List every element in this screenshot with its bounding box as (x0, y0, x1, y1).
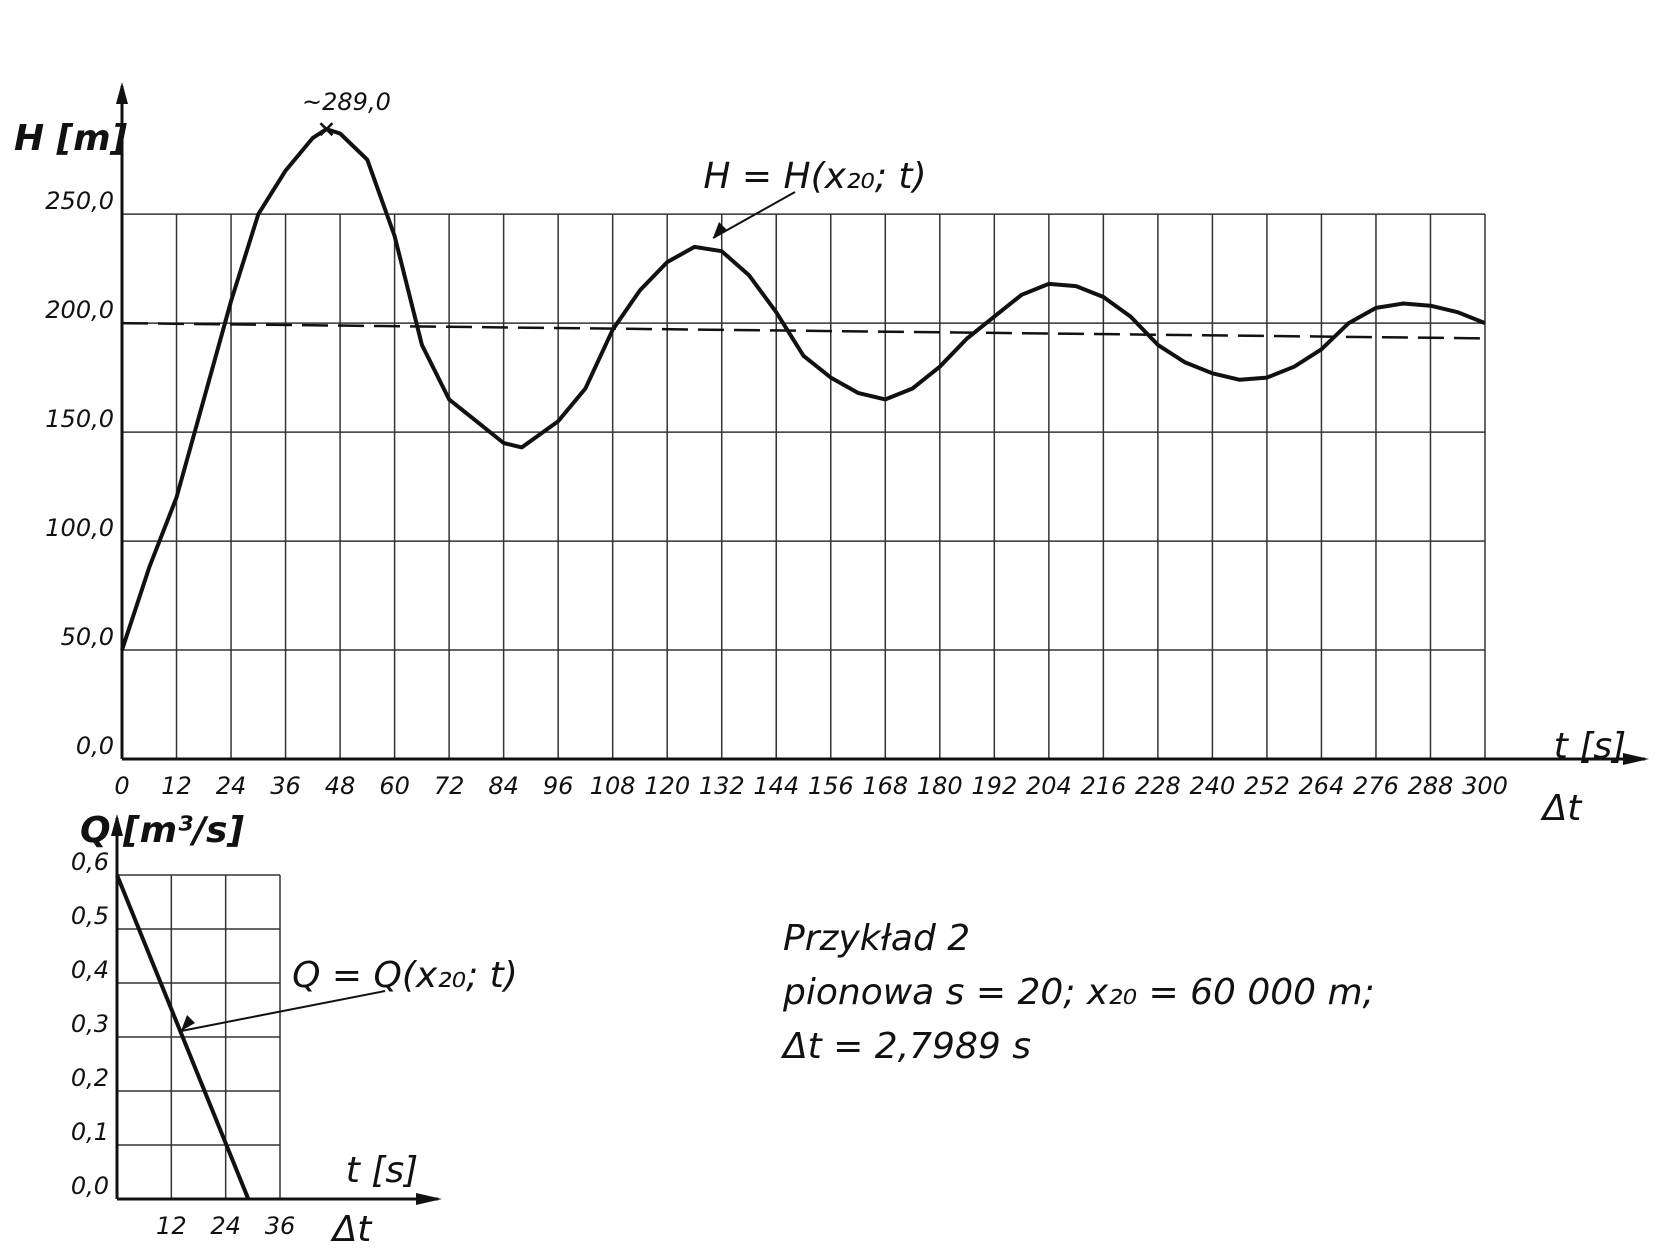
x-tick-label: 252 (1244, 772, 1290, 800)
x-tick-label: 60 (379, 772, 410, 800)
legend-arrow (181, 1015, 195, 1031)
y-tick-label: 0,1 (71, 1118, 109, 1146)
y-tick-label: 200,0 (45, 296, 114, 324)
x-tick-label: 192 (971, 772, 1017, 800)
y-axis-arrow (111, 814, 123, 836)
x-tick-label: 0 (114, 772, 129, 800)
legend-leader (712, 191, 796, 239)
x-axis-label: t [s] (1554, 726, 1626, 767)
x-tick-label: 36 (265, 1212, 296, 1240)
x-tick-label: 144 (753, 772, 799, 800)
x-axis-label: t [s] (346, 1150, 418, 1191)
y-tick-label: 250,0 (45, 187, 114, 215)
reference-line (121, 321, 1486, 340)
x-tick-label: 48 (325, 772, 356, 800)
x-tick-label: 72 (434, 772, 465, 800)
y-axis-arrow (116, 82, 128, 104)
y-tick-label: 0,0 (71, 1172, 109, 1200)
x-tick-label: 120 (644, 772, 690, 800)
x-tick-label: 132 (699, 772, 745, 800)
x-tick-label: 300 (1462, 772, 1508, 800)
y-tick-label: 150,0 (45, 405, 114, 433)
legend-leader (180, 990, 386, 1032)
y-tick-label: 0,5 (71, 902, 109, 930)
y-tick-label: 100,0 (45, 514, 114, 542)
note-line: Przykład 2 (783, 918, 970, 959)
x-tick-label: 288 (1408, 772, 1454, 800)
x-axis-label: Δt (330, 1209, 374, 1248)
x-tick-label: 168 (862, 772, 908, 800)
data-line (115, 874, 251, 1200)
notes: Przykład 2 pionowa s = 20; x₂₀ = 60 000 m… (780, 918, 1375, 1067)
x-tick-label: 12 (156, 1212, 187, 1240)
x-axis-label: Δt (1540, 788, 1584, 829)
annotation: ~289,0 (302, 88, 391, 116)
x-tick-label: 276 (1353, 772, 1399, 800)
x-tick-label: 156 (808, 772, 854, 800)
x-tick-label: 264 (1299, 772, 1345, 800)
note-line: pionowa s = 20; x₂₀ = 60 000 m; (782, 972, 1375, 1013)
y-tick-label: 0,2 (71, 1064, 109, 1092)
x-axis-arrow (416, 1193, 442, 1205)
y-tick-label: 0,3 (71, 1010, 109, 1038)
legend-arrow (713, 222, 727, 238)
y-axis-label: H [m] (14, 118, 128, 159)
y-tick-label: 0,6 (71, 848, 109, 876)
series-label: Q = Q(x₂₀; t) (292, 955, 518, 996)
x-tick-label: 180 (917, 772, 963, 800)
x-tick-label: 36 (270, 772, 301, 800)
x-axis-arrow (1623, 753, 1649, 765)
annotation-marker (319, 122, 334, 137)
x-tick-label: 108 (590, 772, 636, 800)
series-label: H = H(x₂₀; t) (703, 156, 926, 197)
x-tick-label: 216 (1080, 772, 1126, 800)
x-tick-label: 24 (216, 772, 247, 800)
x-tick-label: 96 (543, 772, 574, 800)
y-tick-label: 0,4 (71, 956, 109, 984)
y-tick-label: 0,0 (76, 732, 114, 760)
y-axis-label: Q [m³/s] (80, 810, 244, 851)
x-tick-label: 228 (1135, 772, 1181, 800)
x-tick-label: 24 (210, 1212, 241, 1240)
x-tick-label: 12 (161, 772, 192, 800)
y-tick-label: 50,0 (61, 623, 114, 651)
x-tick-label: 204 (1026, 772, 1072, 800)
note-line: Δt = 2,7989 s (780, 1026, 1031, 1067)
x-tick-label: 240 (1189, 772, 1235, 800)
x-tick-label: 84 (488, 772, 519, 800)
data-line (120, 127, 1486, 651)
